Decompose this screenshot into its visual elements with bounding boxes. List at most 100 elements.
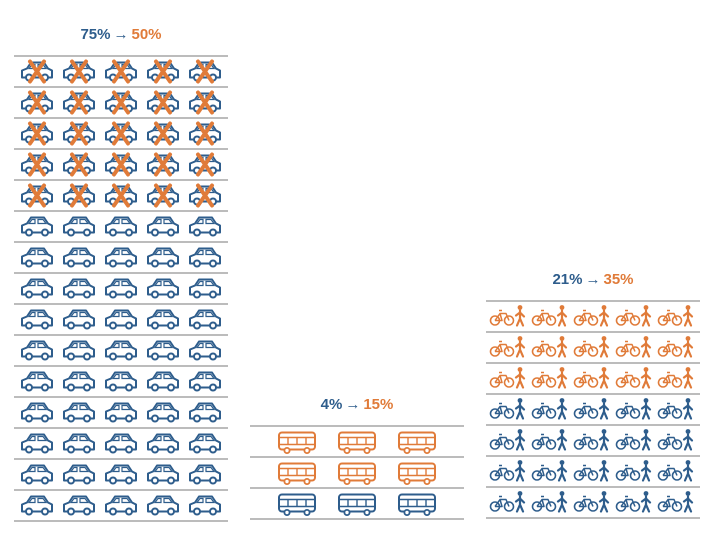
car-icon (21, 216, 53, 237)
car-icon (63, 340, 95, 361)
car-icon (63, 90, 95, 115)
car-icon (147, 121, 179, 146)
car-icon (147, 247, 179, 268)
bicycle-pedestrian-icon (489, 491, 526, 513)
bicycle-pedestrian-icon (531, 367, 568, 389)
bicycle-pedestrian-icon (531, 336, 568, 358)
car-icon (105, 340, 137, 361)
car-current-share: 75% (80, 26, 111, 43)
bike-walk-current-share: 21% (552, 271, 583, 288)
bus-icon (278, 493, 316, 516)
car-icon (189, 278, 221, 299)
car-icon (147, 309, 179, 330)
car-icon (21, 152, 53, 177)
car-icon (63, 152, 95, 177)
car-icon (63, 495, 95, 516)
bicycle-pedestrian-icon (657, 336, 694, 358)
bus-arrow-icon: → (345, 396, 361, 413)
bus-icon (338, 462, 376, 485)
car-icon (105, 152, 137, 177)
car-icon (189, 183, 221, 208)
bus-target-share: 15% (363, 396, 394, 413)
bicycle-pedestrian-icon (657, 367, 694, 389)
car-icon (189, 340, 221, 361)
car-icon (105, 278, 137, 299)
bicycle-pedestrian-icon (615, 336, 652, 358)
car-icon (147, 216, 179, 237)
car-icon (105, 371, 137, 392)
bicycle-pedestrian-icon (657, 305, 694, 327)
bicycle-pedestrian-icon (615, 398, 652, 420)
bicycle-pedestrian-icon (573, 367, 610, 389)
car-icon (189, 309, 221, 330)
bicycle-pedestrian-icon (615, 367, 652, 389)
car-icon (21, 121, 53, 146)
car-icon (105, 247, 137, 268)
car-target-share: 50% (131, 26, 162, 43)
car-icon (105, 495, 137, 516)
car-icon (63, 278, 95, 299)
car-icon (189, 121, 221, 146)
car-icon (147, 402, 179, 423)
bicycle-pedestrian-icon (531, 460, 568, 482)
bus-icon (278, 462, 316, 485)
car-icon (147, 59, 179, 84)
car-icon (21, 278, 53, 299)
car-icon (21, 59, 53, 84)
car-icon (63, 247, 95, 268)
car-icon (147, 278, 179, 299)
bus-share-title: 4% → 15% (250, 396, 464, 413)
bicycle-pedestrian-icon (489, 429, 526, 451)
bicycle-pedestrian-icon (657, 460, 694, 482)
bicycle-pedestrian-icon (615, 460, 652, 482)
car-icon (189, 433, 221, 454)
car-icon (21, 464, 53, 485)
bicycle-pedestrian-icon (615, 429, 652, 451)
bicycle-pedestrian-icon (573, 398, 610, 420)
car-icon (105, 183, 137, 208)
car-icon (189, 90, 221, 115)
car-icon (63, 309, 95, 330)
car-icon (63, 216, 95, 237)
car-icon (147, 90, 179, 115)
car-icon (21, 433, 53, 454)
bicycle-pedestrian-icon (657, 491, 694, 513)
bicycle-pedestrian-icon (489, 305, 526, 327)
car-icon (105, 433, 137, 454)
car-icon (189, 464, 221, 485)
bike-walk-arrow-icon: → (585, 271, 601, 288)
bike-walk-target-share: 35% (603, 271, 634, 288)
car-icon (105, 464, 137, 485)
bus-icon (398, 493, 436, 516)
bicycle-pedestrian-icon (489, 460, 526, 482)
car-column (14, 55, 228, 522)
car-icon (189, 371, 221, 392)
car-icon (147, 152, 179, 177)
car-icon (189, 152, 221, 177)
bicycle-pedestrian-icon (573, 429, 610, 451)
bicycle-pedestrian-icon (657, 429, 694, 451)
bicycle-pedestrian-icon (573, 491, 610, 513)
car-icon (21, 340, 53, 361)
car-icon (147, 183, 179, 208)
bicycle-pedestrian-icon (489, 336, 526, 358)
car-arrow-icon: → (113, 26, 129, 43)
bike-walk-column (486, 300, 700, 519)
car-icon (63, 371, 95, 392)
bus-icon (398, 431, 436, 454)
car-icon (63, 183, 95, 208)
bicycle-pedestrian-icon (573, 336, 610, 358)
car-icon (21, 247, 53, 268)
car-icon (21, 183, 53, 208)
car-icon (21, 371, 53, 392)
car-icon (189, 495, 221, 516)
car-icon (189, 402, 221, 423)
bicycle-pedestrian-icon (531, 305, 568, 327)
car-share-title: 75% → 50% (14, 26, 228, 43)
bus-column (250, 425, 464, 520)
bus-icon (398, 462, 436, 485)
car-icon (21, 402, 53, 423)
bus-current-share: 4% (320, 396, 343, 413)
bike-walk-share-title: 21% → 35% (486, 271, 700, 288)
